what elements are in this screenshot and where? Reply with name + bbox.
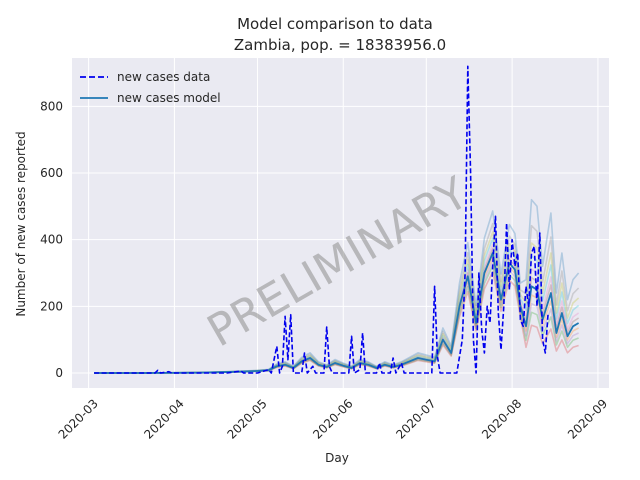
model-ensemble-line bbox=[94, 231, 580, 374]
y-tick-label: 400 bbox=[40, 233, 63, 247]
x-tick-label: 2020-06 bbox=[310, 396, 355, 441]
x-tick-labels: 2020-03 2020-04 2020-05 2020-06 2020-07 2020-… bbox=[56, 396, 611, 441]
plot-area bbox=[72, 58, 609, 388]
x-tick-label: 2020-07 bbox=[393, 396, 438, 441]
chart-title: Model comparison to data bbox=[237, 15, 433, 33]
x-tick-label: 2020-03 bbox=[56, 396, 101, 441]
x-tick-label: 2020-04 bbox=[141, 396, 186, 441]
model-ensemble-line bbox=[94, 222, 580, 374]
x-tick-label: 2020-05 bbox=[224, 396, 269, 441]
y-tick-label: 800 bbox=[40, 99, 63, 113]
y-tick-label: 0 bbox=[55, 366, 63, 380]
series-layer bbox=[94, 65, 580, 374]
x-axis-label: Day bbox=[325, 451, 349, 465]
series-line-model bbox=[94, 252, 580, 374]
y-tick-labels: 0 200 400 600 800 bbox=[40, 99, 63, 380]
legend-label-model: new cases model bbox=[117, 91, 221, 105]
y-tick-label: 200 bbox=[40, 299, 63, 313]
chart-subtitle: Zambia, pop. = 18383956.0 bbox=[234, 36, 446, 54]
y-tick-label: 600 bbox=[40, 166, 63, 180]
series-line-data bbox=[94, 65, 549, 374]
y-axis-label: Number of new cases reported bbox=[14, 131, 28, 316]
x-tick-label: 2020-09 bbox=[565, 396, 610, 441]
x-tick-label: 2020-08 bbox=[479, 396, 524, 441]
model-ensemble-line bbox=[94, 198, 580, 374]
legend: new cases data new cases model bbox=[80, 70, 221, 105]
legend-label-data: new cases data bbox=[117, 70, 210, 84]
